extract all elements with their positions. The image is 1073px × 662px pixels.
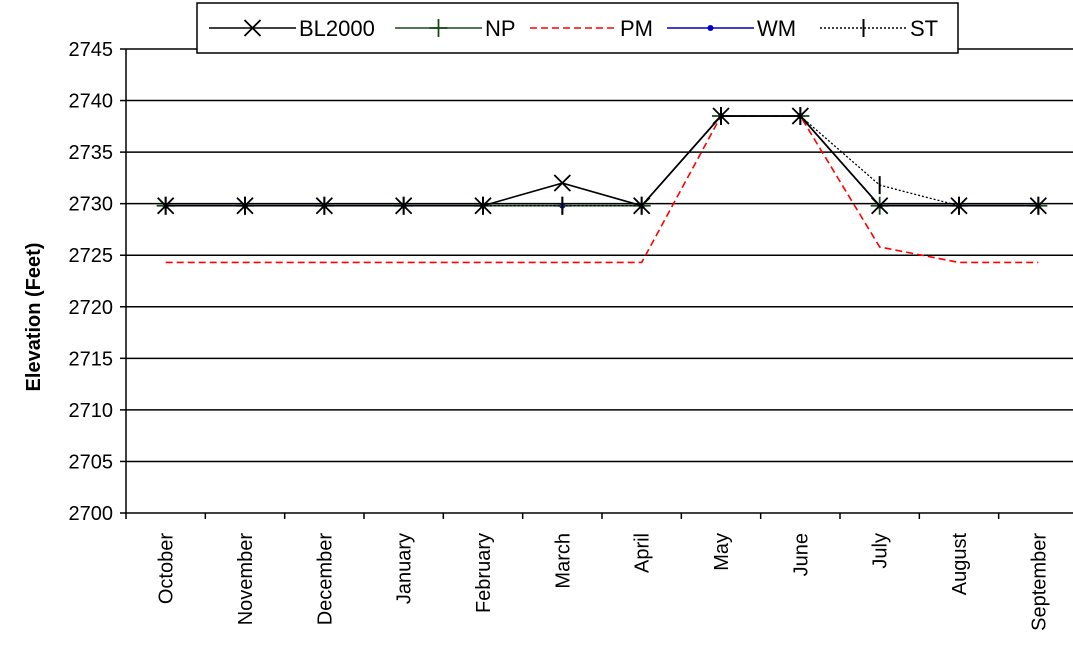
x-tick-label: April xyxy=(632,533,654,573)
series-line xyxy=(165,115,1039,264)
x-tick-label: September xyxy=(1028,533,1050,631)
marker-x xyxy=(553,174,571,192)
series-bl2000 xyxy=(157,107,1047,215)
x-tick-label: July xyxy=(870,533,892,569)
marker-x xyxy=(1029,197,1047,215)
y-tick-label: 2745 xyxy=(69,39,114,61)
marker-x xyxy=(950,197,968,215)
marker-x xyxy=(633,197,651,215)
legend-item-np: NP xyxy=(395,16,516,41)
x-tick-label: October xyxy=(156,533,178,604)
legend-item-pm: PM xyxy=(530,16,653,41)
legend-item-wm: WM xyxy=(667,16,796,41)
legend-label: PM xyxy=(620,16,653,41)
marker-x xyxy=(395,197,413,215)
legend: BL2000 NP PM WM ST xyxy=(196,2,959,54)
series-st xyxy=(164,107,1040,215)
marker-dot xyxy=(707,25,714,31)
marker-x xyxy=(791,107,809,125)
y-tick-label: 2740 xyxy=(69,91,114,113)
x-tick-label: March xyxy=(552,533,574,589)
marker-x xyxy=(157,197,175,215)
x-tick-label: December xyxy=(314,533,336,626)
x-tick-label: November xyxy=(235,533,257,626)
legend-label: NP xyxy=(485,16,516,41)
y-tick-label: 2725 xyxy=(69,245,114,267)
marker-x xyxy=(315,197,333,215)
y-tick-label: 2710 xyxy=(69,400,114,422)
marker-x xyxy=(236,197,254,215)
y-tick-label: 2715 xyxy=(69,348,114,370)
series-np xyxy=(156,107,1048,215)
series-lines xyxy=(156,107,1048,264)
y-axis-title: Elevation (Feet) xyxy=(23,243,45,392)
marker-x xyxy=(871,197,889,215)
x-tick-label: June xyxy=(790,533,812,576)
series-line xyxy=(165,115,1039,207)
legend-item-st: ST xyxy=(820,16,938,41)
x-tick-label: February xyxy=(473,533,495,613)
x-tick-label: May xyxy=(711,533,733,571)
legend-label: BL2000 xyxy=(299,16,375,41)
legend-label: ST xyxy=(910,16,938,41)
gridlines xyxy=(126,48,1073,463)
legend-label: WM xyxy=(757,16,796,41)
y-tick-label: 2705 xyxy=(69,451,114,473)
y-tick-label: 2730 xyxy=(69,194,114,216)
axes: 2700 2705 2710 2715 2720 2725 2730 2735 2740 2745… xyxy=(69,39,1073,631)
series-pm xyxy=(165,115,1039,264)
marker-x xyxy=(243,19,262,37)
marker-x xyxy=(474,197,492,215)
y-tick-label: 2720 xyxy=(69,297,114,319)
x-tick-label: January xyxy=(394,533,416,604)
legend-item-bl2000: BL2000 xyxy=(209,16,375,41)
y-tick-label: 2700 xyxy=(69,503,114,525)
y-tick-label: 2735 xyxy=(69,142,114,164)
x-tick-label: August xyxy=(949,533,971,596)
series-line xyxy=(165,115,1039,207)
marker-x xyxy=(712,107,730,125)
